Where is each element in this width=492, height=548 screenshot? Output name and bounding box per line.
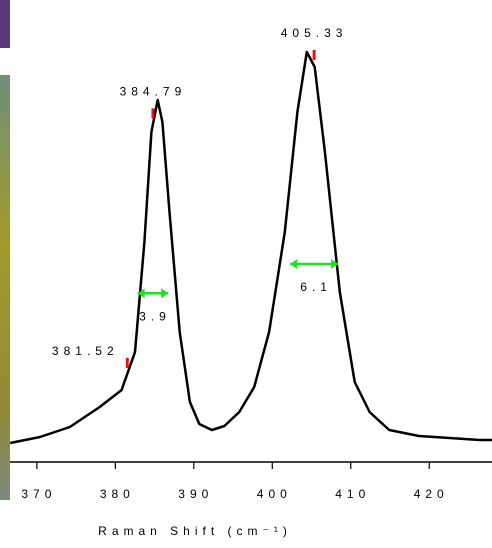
fwhm-label: 3.9 [139, 309, 171, 323]
peak-label: 381.52 [52, 344, 119, 358]
x-axis-title: Raman Shift (cm⁻¹) [98, 524, 292, 538]
x-tick-label: 400 [257, 487, 292, 501]
peak-label: 384.79 [120, 85, 187, 99]
inset-image-top [0, 0, 10, 48]
peak-label: 405.33 [281, 26, 348, 40]
fwhm-arrowhead [137, 288, 169, 299]
spectrum-line [9, 50, 492, 445]
fwhm-label: 6.1 [300, 280, 332, 294]
x-tick-label: 390 [178, 487, 213, 501]
x-tick-label: 380 [100, 487, 135, 501]
x-tick-label: 420 [414, 487, 449, 501]
x-tick-label: 370 [21, 487, 56, 501]
inset-image [0, 75, 10, 500]
x-tick-label: 410 [335, 487, 370, 501]
